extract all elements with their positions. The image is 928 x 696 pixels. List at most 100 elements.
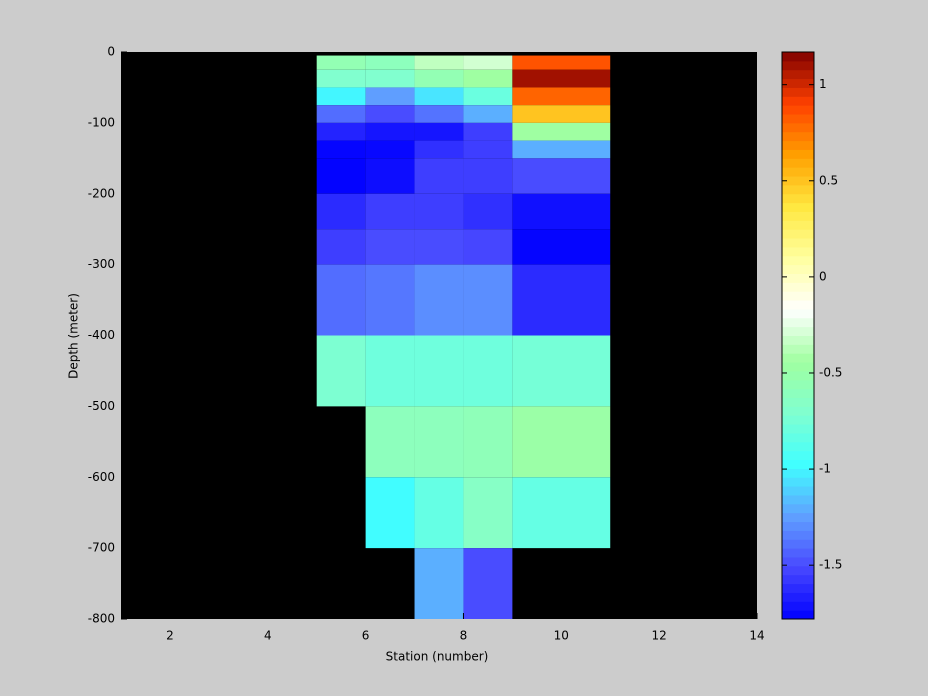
heatmap-cell xyxy=(512,264,611,336)
heatmap-cell xyxy=(365,122,415,141)
colorbar-strip xyxy=(782,344,814,354)
heatmap-cell xyxy=(463,264,513,336)
colorbar-strip xyxy=(782,362,814,372)
x-axis-label: Station (number) xyxy=(386,650,489,664)
heatmap-cell xyxy=(414,55,464,70)
colorbar-strip xyxy=(782,415,814,425)
colorbar-strip xyxy=(782,503,814,514)
y-tick-label: -500 xyxy=(88,399,115,413)
colorbar-strip xyxy=(782,202,814,212)
y-tick-label: -800 xyxy=(88,612,115,626)
heatmap-cell xyxy=(463,193,513,230)
heatmap-cell xyxy=(463,122,513,141)
colorbar-strip xyxy=(782,565,814,576)
heatmap-cell xyxy=(414,122,464,141)
colorbar-strip xyxy=(782,450,814,461)
colorbar-strip xyxy=(782,105,814,115)
colorbar-strip xyxy=(782,556,814,567)
colorbar-strip xyxy=(782,353,814,363)
heatmap-cell xyxy=(316,229,366,265)
x-tick-label: 6 xyxy=(362,629,370,643)
x-tick-label: 8 xyxy=(460,629,468,643)
heatmap-cell xyxy=(316,193,366,230)
y-tick-label: -400 xyxy=(88,328,115,342)
colorbar-tick-label: 1 xyxy=(819,77,827,91)
heatmap-cell xyxy=(365,105,415,123)
heatmap-cell xyxy=(463,87,513,106)
colorbar-strip xyxy=(782,69,814,80)
heatmap-cell xyxy=(463,335,513,407)
colorbar-tick-label: -1.5 xyxy=(819,558,842,572)
heatmap-cell xyxy=(365,335,415,407)
colorbar-strip xyxy=(782,122,814,133)
heatmap-cell xyxy=(512,105,611,123)
heatmap-cell xyxy=(463,158,513,194)
colorbar-tick-label: 0.5 xyxy=(819,173,838,187)
heatmap-cell xyxy=(414,105,464,123)
colorbar-strip xyxy=(782,583,814,593)
heatmap-cell xyxy=(414,229,464,265)
colorbar-strip xyxy=(782,131,814,142)
colorbar-strip xyxy=(782,176,814,186)
heatmap-cell xyxy=(316,55,366,70)
heatmap-cell xyxy=(512,87,611,106)
colorbar-strip xyxy=(782,264,814,274)
heatmap-cell xyxy=(414,264,464,336)
colorbar-strip xyxy=(782,273,814,283)
colorbar-strip xyxy=(782,140,814,150)
heatmap-cell xyxy=(365,158,415,194)
heatmap-cell xyxy=(316,264,366,336)
x-tick-label: 2 xyxy=(166,629,174,643)
colorbar-strip xyxy=(782,494,814,505)
heatmap-cell xyxy=(512,477,611,549)
heatmap-cell xyxy=(463,105,513,123)
heatmap-cell xyxy=(512,158,611,194)
heatmap-cell xyxy=(316,140,366,159)
colorbar-strip xyxy=(782,246,814,257)
colorbar-strip xyxy=(782,477,814,487)
x-tick-label: 12 xyxy=(652,629,667,643)
colorbar-strip xyxy=(782,335,814,345)
colorbar-strip xyxy=(782,521,814,531)
colorbar-strip xyxy=(782,574,814,585)
colorbar-strip xyxy=(782,548,814,558)
heatmap-cell xyxy=(512,335,611,407)
y-tick-label: 0 xyxy=(107,45,115,59)
colorbar-strip xyxy=(782,149,814,159)
colorbar-strip xyxy=(782,308,814,319)
heatmap-cell xyxy=(414,158,464,194)
colorbar-strip xyxy=(782,78,814,88)
colorbar-strip xyxy=(782,317,814,328)
heatmap-cell xyxy=(316,87,366,106)
heatmap-cell xyxy=(316,69,366,88)
heatmap-cell xyxy=(316,335,366,407)
colorbar-strip xyxy=(782,96,814,106)
colorbar-strip xyxy=(782,539,814,549)
x-tick-label: 14 xyxy=(749,629,764,643)
y-tick-label: -300 xyxy=(88,257,115,271)
heatmap-cell xyxy=(512,193,611,230)
colorbar-strip xyxy=(782,326,814,336)
heatmap-cell xyxy=(512,406,611,478)
heatmap-cell xyxy=(365,406,415,478)
colorbar-strip xyxy=(782,291,814,301)
colorbar-strip xyxy=(782,370,814,381)
heatmap-cell xyxy=(316,122,366,141)
heatmap-cell xyxy=(365,264,415,336)
heatmap-cell xyxy=(316,105,366,123)
heatmap-cell xyxy=(512,69,611,88)
y-axis-label: Depth (meter) xyxy=(67,293,81,379)
colorbar-strip xyxy=(782,486,814,496)
colorbar-strip xyxy=(782,468,814,478)
heatmap-cell xyxy=(463,229,513,265)
heatmap-cell xyxy=(414,335,464,407)
colorbar-strip xyxy=(782,432,814,443)
colorbar-strip xyxy=(782,388,814,399)
colorbar-strip xyxy=(782,601,814,611)
colorbar-strip xyxy=(782,167,814,177)
colorbar-tick-label: -0.5 xyxy=(819,365,842,379)
heatmap-cell xyxy=(414,548,464,619)
heatmap-cell xyxy=(414,87,464,106)
